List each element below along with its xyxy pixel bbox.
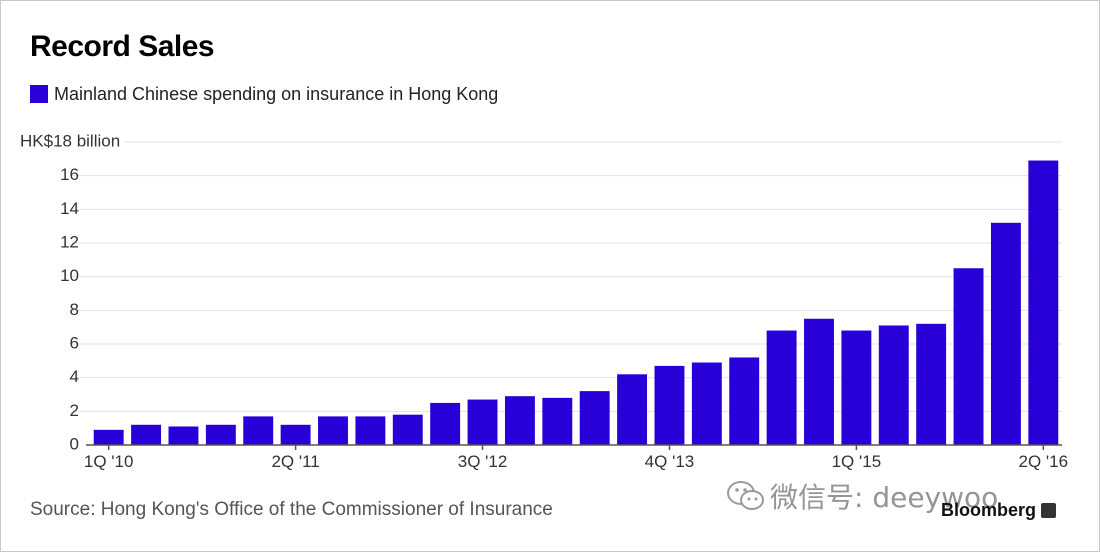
y-tick-label: 0	[70, 434, 79, 453]
y-tick-label: 10	[60, 266, 79, 285]
bar	[205, 424, 236, 445]
bloomberg-icon	[1041, 503, 1057, 518]
bar	[168, 426, 199, 445]
unit-label-background	[18, 131, 125, 151]
y-tick-label: 2	[70, 401, 79, 420]
chart-title: Record Sales	[30, 30, 215, 63]
x-tick-label: 2Q '11	[271, 452, 319, 471]
bar	[617, 374, 648, 445]
bar	[467, 399, 498, 445]
bar	[318, 416, 348, 445]
bar	[990, 222, 1021, 445]
x-tick-label: 3Q '12	[458, 452, 508, 471]
bar	[841, 330, 872, 445]
bar	[766, 330, 797, 445]
brand-text: Bloomberg	[941, 500, 1037, 520]
bar	[654, 365, 685, 445]
watermark-text: 微信号: deeywoo	[770, 481, 999, 514]
bar	[804, 318, 834, 445]
y-tick-label: 12	[60, 232, 79, 251]
y-axis-unit-label: HK$18 billion	[20, 131, 120, 150]
y-tick-label: 14	[60, 199, 79, 218]
y-tick-label: 8	[70, 300, 79, 319]
bar	[729, 357, 760, 445]
bloomberg-logo: Bloomberg	[941, 500, 1057, 521]
bar	[916, 323, 947, 445]
bar	[131, 424, 162, 445]
x-tick-label: 1Q '15	[832, 452, 882, 471]
bar	[392, 414, 423, 445]
source-note: Source: Hong Kong's Office of the Commis…	[30, 499, 553, 520]
chart-legend: Mainland Chinese spending on insurance i…	[30, 84, 498, 104]
legend-swatch	[30, 85, 48, 103]
bar-chart: HK$18 billion 0 2 4 6 8 10 12 14 16 1Q '10 2Q '11 3Q…	[18, 131, 1069, 471]
y-tick-label: 4	[70, 367, 79, 386]
bar	[878, 325, 909, 445]
bar	[93, 429, 124, 445]
wechat-icon	[727, 481, 764, 510]
bar	[504, 396, 535, 445]
bar	[355, 416, 386, 445]
bar	[953, 268, 984, 445]
x-tick-label: 4Q '13	[645, 452, 695, 471]
bar	[243, 416, 274, 445]
x-tick-label: 2Q '16	[1019, 452, 1069, 471]
bar	[1028, 160, 1059, 445]
y-tick-label: 6	[70, 333, 79, 352]
bar	[280, 424, 311, 445]
bar	[542, 397, 573, 445]
bar	[579, 391, 610, 445]
bar	[430, 402, 461, 445]
legend-label: Mainland Chinese spending on insurance i…	[54, 83, 499, 104]
wechat-watermark: 微信号: deeywoo	[726, 476, 998, 516]
bar	[691, 362, 722, 445]
y-tick-label: 16	[60, 165, 79, 184]
x-tick-label: 1Q '10	[84, 452, 134, 471]
